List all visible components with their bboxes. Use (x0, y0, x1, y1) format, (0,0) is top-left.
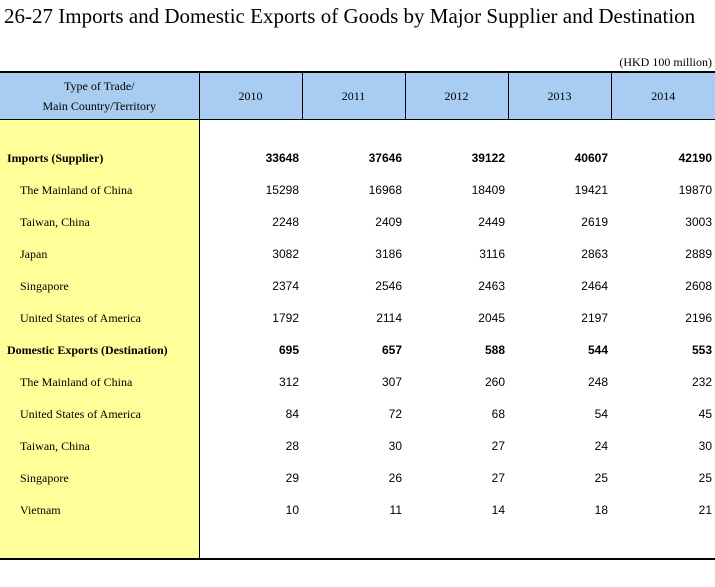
value-cell-2011: 3186 (375, 247, 402, 261)
table-row: The Mainland of China 15298 16968 18409 1942… (0, 174, 715, 206)
row-label: The Mainland of China (0, 366, 200, 398)
table-row: Japan 3082 3186 3116 2863 2889 (0, 238, 715, 270)
value-cell-2013: 248 (587, 375, 608, 389)
value-cell-2012: 2449 (478, 215, 505, 229)
value-cell-2010: 312 (278, 375, 299, 389)
value-cell-2012: 68 (491, 407, 505, 421)
row-label: Singapore (0, 462, 200, 494)
value-cell-2012: 3116 (479, 247, 505, 261)
header-label-cell: Type of Trade/ Main Country/Territory (0, 71, 199, 120)
value-cell-2014: 42190 (678, 151, 712, 165)
value-cell-2012: 260 (484, 375, 505, 389)
table-row: Singapore 2374 2546 2463 2464 2608 (0, 270, 715, 302)
value-cell-2014: 21 (698, 503, 712, 517)
table-row: Vietnam 10 11 14 18 21 (0, 494, 715, 526)
trade-table: Type of Trade/ Main Country/Territory 20… (0, 71, 715, 560)
value-cell-2013: 2619 (581, 215, 608, 229)
table-row: Singapore 29 26 27 25 25 (0, 462, 715, 494)
value-cell-2013: 2197 (581, 311, 608, 325)
table-row: United States of America 1792 2114 2045 2197… (0, 302, 715, 334)
value-cell-2010: 33648 (265, 151, 299, 165)
value-cell-2013: 54 (594, 407, 608, 421)
value-cell-2012: 588 (484, 343, 505, 357)
value-cell-2011: 2114 (376, 311, 402, 325)
value-cell-2014: 19870 (678, 183, 712, 197)
header-year-2013: 2013 (507, 71, 611, 120)
value-cell-2010: 84 (285, 407, 299, 421)
value-cell-2013: 24 (594, 439, 608, 453)
header-label-line1: Type of Trade/ (64, 79, 135, 93)
row-label: United States of America (0, 302, 200, 334)
value-cell-2014: 25 (698, 471, 712, 485)
row-label: United States of America (0, 398, 200, 430)
page-title: 26-27 Imports and Domestic Exports of Go… (4, 4, 696, 28)
value-cell-2012: 2045 (478, 311, 505, 325)
value-cell-2013: 18 (594, 503, 608, 517)
header-year-2014: 2014 (610, 71, 715, 120)
value-cell-2011: 16968 (368, 183, 402, 197)
value-cell-2010: 10 (285, 503, 299, 517)
value-cell-2013: 40607 (574, 151, 608, 165)
table-row: United States of America 84 72 68 54 45 (0, 398, 715, 430)
value-cell-2012: 14 (491, 503, 505, 517)
row-label: Japan (0, 238, 200, 270)
value-cell-2010: 695 (278, 343, 299, 357)
value-cell-2014: 3003 (685, 215, 712, 229)
table-row: Domestic Exports (Destination) 695 657 588 5… (0, 334, 715, 366)
value-cell-2014: 2889 (685, 247, 712, 261)
value-cell-2012: 2463 (478, 279, 505, 293)
value-cell-2014: 553 (691, 343, 712, 357)
value-cell-2013: 25 (594, 471, 608, 485)
value-cell-2011: 26 (388, 471, 402, 485)
value-cell-2011: 307 (381, 375, 402, 389)
value-cell-2012: 27 (491, 439, 505, 453)
row-label: Taiwan, China (0, 430, 200, 462)
value-cell-2013: 2464 (581, 279, 608, 293)
table-row: The Mainland of China 312 307 260 248 232 (0, 366, 715, 398)
table-row: Imports (Supplier) 33648 37646 39122 40607 42… (0, 142, 715, 174)
value-cell-2010: 15298 (265, 183, 299, 197)
value-cell-2011: 657 (381, 343, 402, 357)
value-cell-2012: 39122 (471, 151, 505, 165)
value-cell-2010: 1792 (272, 311, 299, 325)
row-label: The Mainland of China (0, 174, 200, 206)
header-year-2010: 2010 (198, 71, 302, 120)
value-cell-2012: 18409 (471, 183, 505, 197)
value-cell-2010: 28 (285, 439, 299, 453)
value-cell-2010: 2248 (272, 215, 299, 229)
value-cell-2011: 2409 (375, 215, 402, 229)
row-label: Vietnam (0, 494, 200, 526)
table-row: Taiwan, China 2248 2409 2449 2619 3003 (0, 206, 715, 238)
value-cell-2011: 72 (388, 407, 402, 421)
value-cell-2013: 544 (587, 343, 608, 357)
value-cell-2011: 2546 (375, 279, 402, 293)
value-cell-2010: 2374 (272, 279, 299, 293)
value-cell-2011: 30 (388, 439, 402, 453)
value-cell-2011: 37646 (368, 151, 402, 165)
value-cell-2010: 29 (285, 471, 299, 485)
value-cell-2013: 19421 (574, 183, 608, 197)
value-cell-2010: 3082 (272, 247, 299, 261)
value-cell-2013: 2863 (581, 247, 608, 261)
value-cell-2011: 11 (389, 503, 402, 517)
row-label: Imports (Supplier) (0, 142, 200, 174)
header-year-2012: 2012 (404, 71, 508, 120)
row-label: Domestic Exports (Destination) (0, 334, 200, 366)
value-cell-2014: 232 (691, 375, 712, 389)
value-cell-2014: 2608 (685, 279, 712, 293)
value-cell-2012: 27 (491, 471, 505, 485)
table-row: Taiwan, China 28 30 27 24 30 (0, 430, 715, 462)
header-year-2011: 2011 (301, 71, 405, 120)
row-label: Singapore (0, 270, 200, 302)
row-label: Taiwan, China (0, 206, 200, 238)
value-cell-2014: 30 (698, 439, 712, 453)
value-cell-2014: 2196 (685, 311, 712, 325)
spacer-row (0, 119, 715, 142)
bottom-padding-row (0, 526, 715, 560)
value-cell-2014: 45 (698, 407, 712, 421)
header-row: Type of Trade/ Main Country/Territory 20… (0, 71, 715, 120)
unit-note: (HKD 100 million) (619, 55, 712, 69)
header-label-line2: Main Country/Territory (42, 99, 156, 113)
